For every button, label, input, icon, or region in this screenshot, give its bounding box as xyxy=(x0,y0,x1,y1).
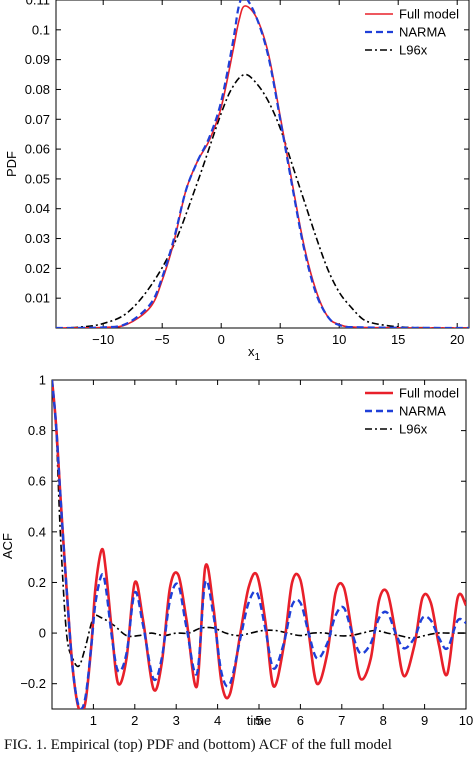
pdf-x-tick-label: −5 xyxy=(155,332,170,347)
pdf-y-tick-label: 0.01 xyxy=(25,291,50,306)
acf-chart: 1 2 3 4 5 6 7 8 9 10 −0.2 0 0.2 0.4 0.6 0.8 1 ACF time Full… xyxy=(0,373,473,729)
acf-y-tick-label: −0.2 xyxy=(20,676,46,691)
legend-label-full-model: Full model xyxy=(399,7,459,22)
pdf-x-tick-label: 15 xyxy=(391,332,405,347)
pdf-y-tick-label: 0.03 xyxy=(25,231,50,246)
acf-y-tick-label: 1 xyxy=(39,373,46,388)
pdf-y-tick-label: 0.06 xyxy=(25,142,50,157)
pdf-y-tick-label: 0.05 xyxy=(25,171,50,186)
acf-y-tick-label: 0.6 xyxy=(28,474,46,489)
legend-label-full-model: Full model xyxy=(399,386,459,401)
pdf-y-tick-label: 0.04 xyxy=(25,201,50,216)
pdf-series-l96x xyxy=(56,73,469,328)
pdf-y-tick-label: 0.02 xyxy=(25,261,50,276)
pdf-x-axis-label: x1 xyxy=(248,344,261,363)
figure-caption: FIG. 1. Empirical (top) PDF and (bottom)… xyxy=(4,737,392,753)
acf-x-tick-label: 6 xyxy=(297,713,304,728)
acf-x-tick-label: 8 xyxy=(380,713,387,728)
pdf-y-tick-label: 0.11 xyxy=(26,0,50,8)
pdf-y-tick-label: 0.09 xyxy=(25,52,50,67)
acf-y-tick-label: 0.8 xyxy=(28,423,46,438)
acf-x-tick-label: 3 xyxy=(173,713,180,728)
pdf-y-axis-label: PDF xyxy=(4,151,19,177)
acf-x-tick-label: 10 xyxy=(459,713,473,728)
pdf-x-tick-label: −10 xyxy=(92,332,114,347)
pdf-chart: −10 −5 0 5 10 15 20 0.01 0.02 0.03 0.04 0.05 0.06 0.0… xyxy=(4,0,470,363)
acf-series-full-model xyxy=(52,380,466,709)
acf-y-tick-label: 0.2 xyxy=(28,575,46,590)
acf-x-tick-label: 1 xyxy=(90,713,97,728)
legend-label-narma: NARMA xyxy=(399,404,446,419)
acf-x-tick-label: 4 xyxy=(214,713,221,728)
acf-x-tick-label: 5 xyxy=(255,713,262,728)
pdf-x-tick-label: 10 xyxy=(332,332,346,347)
acf-y-tick-label: 0.4 xyxy=(28,524,46,539)
acf-x-tick-label: 7 xyxy=(338,713,345,728)
acf-y-axis-label: ACF xyxy=(0,533,15,559)
pdf-axes-frame xyxy=(55,0,470,329)
pdf-series-narma xyxy=(56,0,469,328)
pdf-y-tick-label: 0.07 xyxy=(25,112,50,127)
acf-x-axis-label: time xyxy=(247,713,272,728)
pdf-y-tick-label: 0.08 xyxy=(25,82,50,97)
pdf-x-tick-label: 5 xyxy=(277,332,284,347)
pdf-x-tick-label: 20 xyxy=(450,332,464,347)
acf-y-tick-label: 0 xyxy=(39,626,46,641)
legend-label-l96x: L96x xyxy=(399,43,428,58)
acf-series-l96x xyxy=(52,380,466,668)
pdf-x-tick-label: 0 xyxy=(218,332,225,347)
acf-x-tick-label: 2 xyxy=(131,713,138,728)
legend-label-narma: NARMA xyxy=(399,25,446,40)
acf-x-tick-label: 9 xyxy=(421,713,428,728)
pdf-y-tick-label: 0.1 xyxy=(32,22,50,37)
legend-label-l96x: L96x xyxy=(399,422,428,437)
